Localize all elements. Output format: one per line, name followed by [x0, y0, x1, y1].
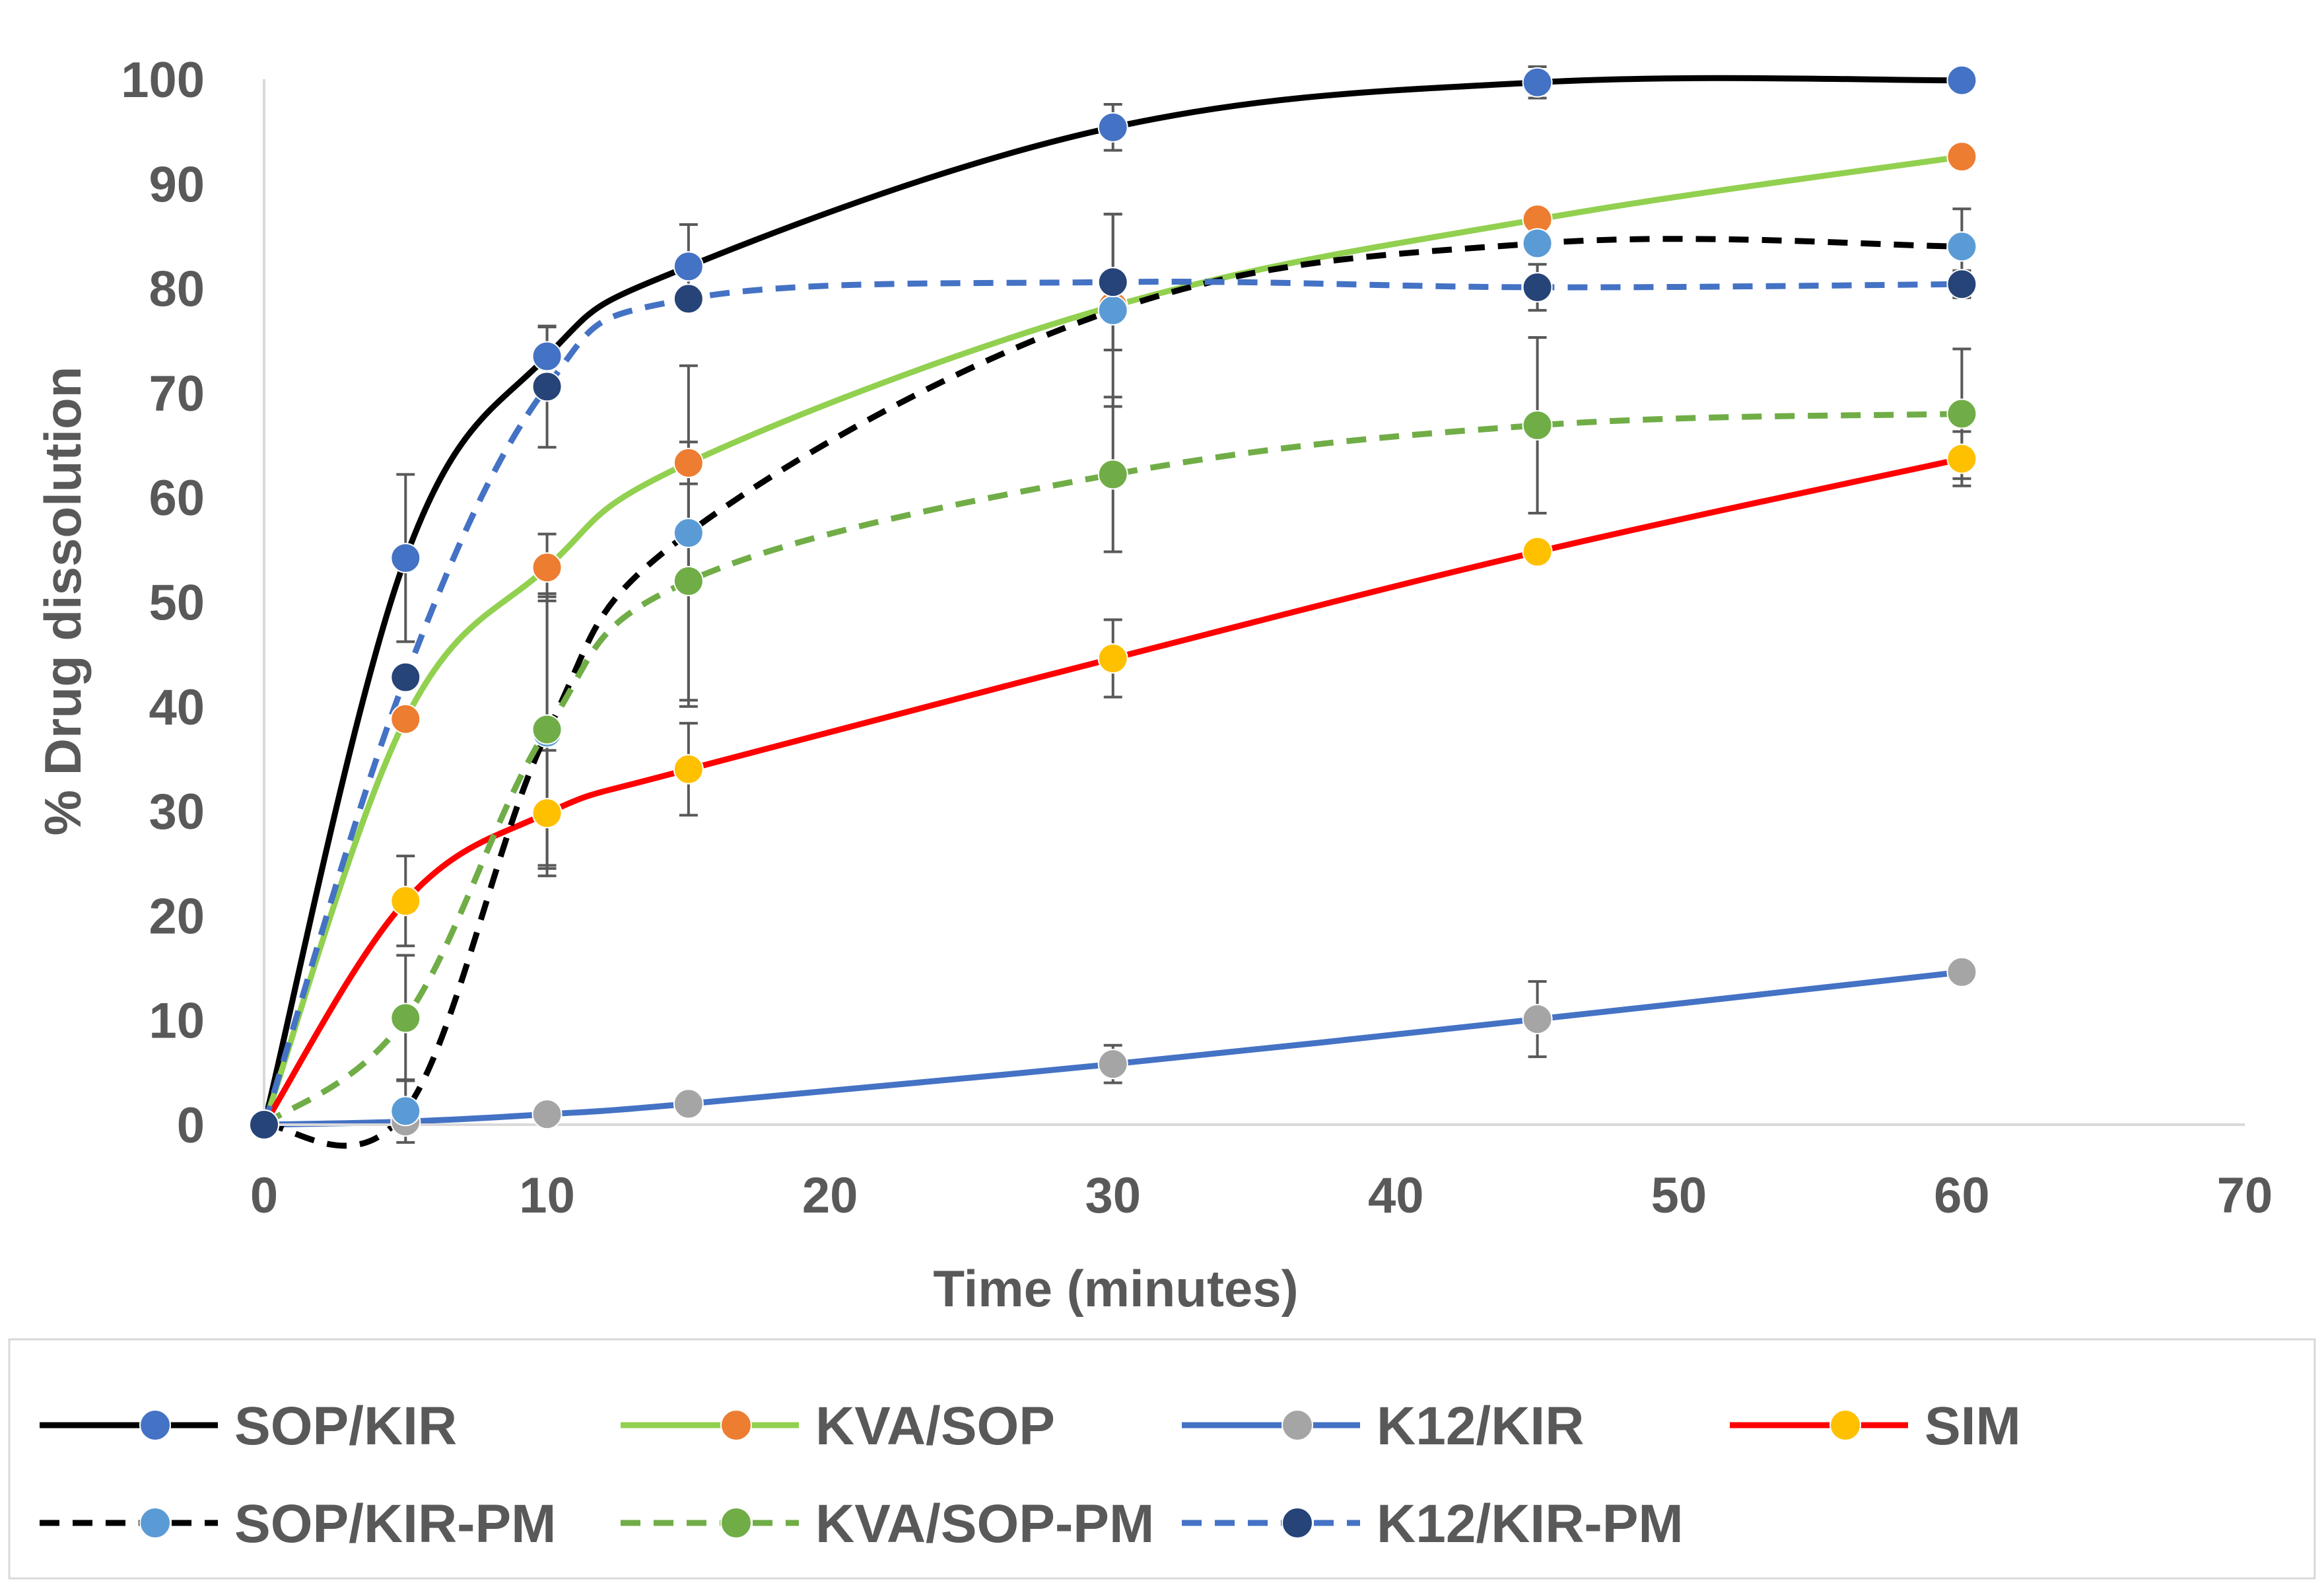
data-point-sop-kir	[673, 251, 704, 282]
data-point-sop-kir	[1946, 65, 1977, 96]
data-point-sop-kir-pm	[1522, 228, 1553, 259]
legend-marker	[720, 1409, 752, 1441]
axes-layer	[263, 79, 2245, 1126]
data-point-k12-kir	[673, 1088, 704, 1119]
y-tick-label: 50	[149, 575, 205, 631]
data-point-sim	[390, 886, 421, 917]
data-point-k12-kir-pm	[1946, 269, 1977, 300]
data-point-sim	[1097, 643, 1128, 674]
legend-marker	[1282, 1507, 1313, 1539]
data-point-k12-kir	[1522, 1004, 1553, 1035]
data-point-k12-kir-pm	[249, 1110, 279, 1140]
data-point-kva-sop-pm	[1097, 459, 1128, 490]
data-point-kva-sop	[1946, 141, 1977, 172]
data-point-k12-kir-pm	[390, 662, 421, 693]
legend-marker	[1282, 1409, 1313, 1441]
legend-item-kva-sop-pm: KVA/SOP-PM	[621, 1494, 1154, 1554]
data-point-k12-kir-pm	[673, 283, 704, 314]
data-point-kva-sop	[531, 552, 563, 583]
series-line-k12-kir	[261, 969, 1965, 1128]
data-point-sim	[673, 754, 704, 785]
data-point-sop-kir	[1522, 67, 1553, 98]
data-point-sop-kir	[390, 543, 421, 574]
legend-label: SIM	[1925, 1396, 2021, 1456]
legend-item-kva-sop: KVA/SOP	[621, 1396, 1055, 1456]
legend-label: K12/KIR	[1377, 1396, 1584, 1456]
x-tick-label: 50	[1651, 1168, 1707, 1224]
legend-item-sop-kir: SOP/KIR	[40, 1396, 457, 1456]
legend-label: KVA/SOP-PM	[815, 1494, 1154, 1554]
x-tick-label: 30	[1085, 1168, 1141, 1224]
data-point-sop-kir-pm	[673, 518, 704, 549]
legend-marker	[139, 1507, 171, 1539]
data-point-k12-kir	[1097, 1049, 1128, 1080]
data-point-kva-sop-pm	[1522, 409, 1553, 440]
data-point-sim	[1522, 536, 1553, 567]
y-tick-label: 60	[149, 470, 205, 526]
data-point-k12-kir-pm	[1097, 267, 1128, 298]
y-axis-title: % Drug dissolution	[34, 367, 92, 836]
x-axis-title: Time (minutes)	[933, 1259, 1298, 1318]
data-point-kva-sop-pm	[390, 1003, 421, 1034]
x-tick-label: 0	[250, 1168, 278, 1224]
legend: SOP/KIR KVA/SOP K12/KIR SIM SOP/KIR-PM KVA/SO…	[40, 1396, 2021, 1554]
data-point-k12-kir-pm	[1522, 272, 1553, 303]
data-point-k12-kir	[531, 1099, 563, 1130]
x-tick-label: 60	[1934, 1168, 1990, 1224]
legend-label: KVA/SOP	[815, 1396, 1055, 1456]
x-tick-label: 20	[802, 1168, 858, 1224]
y-tick-label: 10	[149, 993, 205, 1049]
legend-marker	[1829, 1409, 1861, 1441]
legend-marker	[139, 1409, 171, 1441]
data-point-kva-sop-pm	[1946, 398, 1977, 429]
series-line-kva-sop-pm	[262, 411, 1962, 1127]
series-line-kva-sop	[261, 153, 1965, 1128]
data-point-kva-sop-pm	[531, 714, 563, 745]
legend-item-k12-kir-pm: K12/KIR-PM	[1182, 1494, 1684, 1554]
data-point-kva-sop-pm	[673, 565, 704, 596]
data-point-kva-sop	[390, 703, 421, 734]
y-tick-label: 90	[149, 157, 205, 213]
legend-label: SOP/KIR	[234, 1396, 457, 1456]
markers-layer	[249, 65, 1977, 1140]
legend-label: SOP/KIR-PM	[234, 1494, 556, 1554]
x-tick-label: 70	[2217, 1168, 2273, 1224]
data-point-sim	[1946, 443, 1977, 474]
legend-border	[8, 1338, 2316, 1580]
data-point-sop-kir	[1097, 112, 1128, 143]
data-point-sop-kir-pm	[1946, 231, 1977, 262]
y-tick-label: 40	[149, 680, 205, 736]
legend-label: K12/KIR-PM	[1377, 1494, 1684, 1554]
y-tick-label: 70	[149, 366, 205, 422]
x-tick-label: 40	[1368, 1168, 1424, 1224]
y-tick-label: 30	[149, 784, 205, 840]
data-point-k12-kir	[1946, 956, 1977, 987]
legend-item-sim: SIM	[1730, 1396, 2021, 1456]
legend-item-k12-kir: K12/KIR	[1182, 1396, 1584, 1456]
data-point-sim	[531, 798, 563, 829]
y-tick-label: 0	[177, 1098, 205, 1154]
data-point-sop-kir	[531, 341, 563, 372]
y-tick-label: 20	[149, 888, 205, 944]
data-point-kva-sop	[673, 447, 704, 478]
legend-item-sop-kir-pm: SOP/KIR-PM	[40, 1494, 556, 1554]
data-point-sop-kir-pm	[1097, 295, 1128, 326]
data-point-k12-kir-pm	[531, 371, 563, 402]
y-tick-label: 100	[121, 52, 205, 108]
x-tick-label: 10	[519, 1168, 575, 1224]
data-point-sop-kir-pm	[390, 1096, 421, 1127]
y-tick-label: 80	[149, 262, 205, 318]
legend-marker	[720, 1507, 752, 1539]
ticks-layer: 0 10 20 30 40 50 60 70 0 10 20 30 40 50 60 70 80 90 100	[121, 52, 2273, 1224]
